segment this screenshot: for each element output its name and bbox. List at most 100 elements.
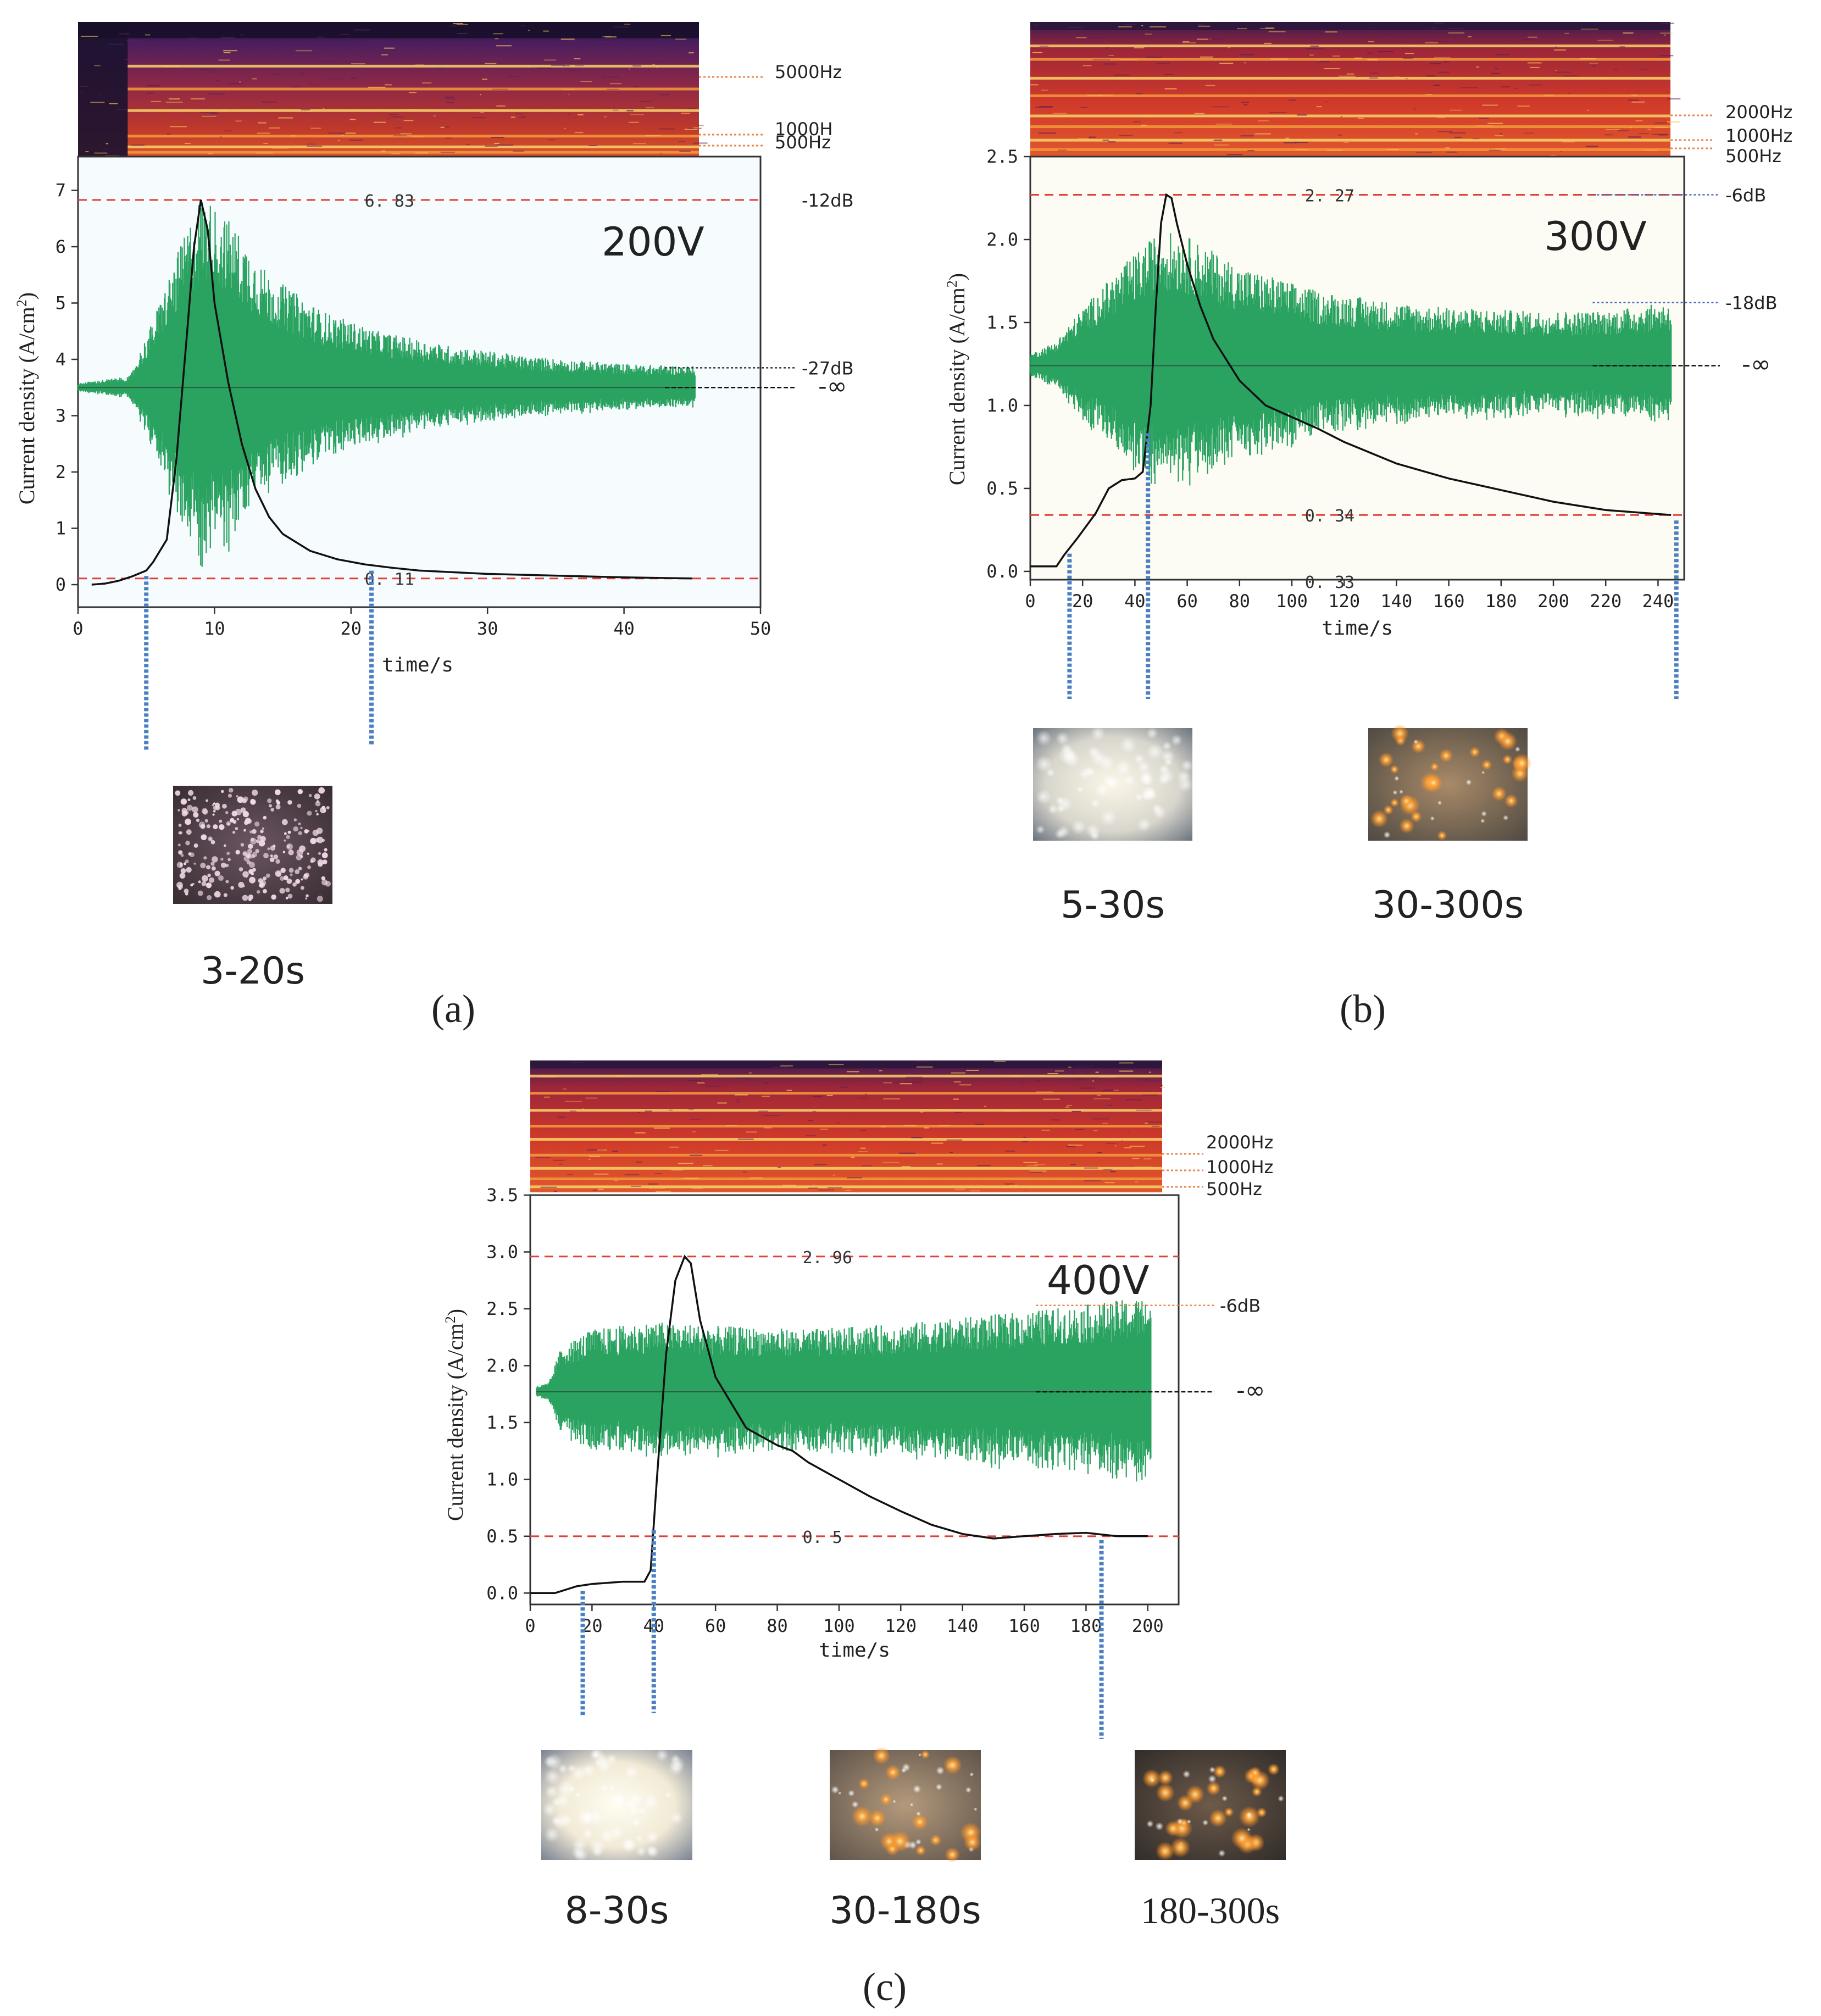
y-tick-label: 3.0: [486, 1241, 518, 1262]
y-tick-label: 0: [55, 574, 66, 595]
x-tick-label: 0: [73, 618, 83, 639]
current-density-curve: [91, 199, 692, 586]
x-tick-label: 200: [1132, 1615, 1164, 1636]
freq-label: 1000Hz: [1206, 1157, 1273, 1178]
x-tick-label: 100: [1276, 591, 1308, 612]
y-tick-label: 2.0: [986, 229, 1018, 250]
y-tick-label: 1: [55, 518, 66, 539]
x-tick-label: 240: [1642, 591, 1674, 612]
svg-text:Current density (A/cm2): Current density (A/cm2): [944, 273, 969, 485]
threshold-value-label: 2. 96: [803, 1248, 852, 1268]
freq-label: 1000H: [775, 119, 833, 140]
x-tick-label: 60: [1176, 591, 1198, 612]
sample-image: [173, 786, 332, 904]
x-tick-label: 140: [1381, 591, 1413, 612]
current-density-curve: [530, 1254, 1148, 1595]
panel-label-b: (b): [1340, 987, 1386, 1031]
y-tick-label: 1.0: [986, 395, 1018, 416]
panel-label-a: (a): [431, 987, 475, 1031]
spectrogram-b: [1030, 22, 1681, 157]
threshold-value-label: 0. 34: [1305, 507, 1354, 526]
db-label: -∞: [818, 372, 847, 400]
voltage-label-a: 200V: [602, 219, 704, 265]
sample-image: [1368, 724, 1532, 841]
freq-label: 500Hz: [1725, 146, 1781, 166]
x-tick-label: 20: [581, 1615, 603, 1636]
extra-value-label: 0. 33: [1305, 573, 1354, 592]
x-axis-label-b: time/s: [1322, 617, 1393, 640]
y-axis-label-a-sup: 2: [14, 299, 30, 307]
db-label: -27dB: [802, 358, 854, 379]
y-axis-label-c-tail: ): [443, 1309, 468, 1316]
x-tick-label: 120: [1328, 591, 1360, 612]
current-density-curve: [1030, 193, 1672, 568]
y-axis-label-a: Current density (A/cm2): [14, 292, 39, 504]
sample-image: [1135, 1750, 1286, 1861]
y-tick-label: 6: [55, 236, 66, 257]
y-axis-label-b-tail: ): [945, 273, 969, 280]
sample-image: [1033, 726, 1193, 841]
x-tick-label: 140: [947, 1615, 979, 1636]
freq-label: 5000Hz: [775, 62, 842, 82]
image-caption: 8-30s: [565, 1889, 669, 1932]
x-tick-label: 20: [1072, 591, 1093, 612]
svg-text:Current density (A/cm2): Current density (A/cm2): [442, 1309, 468, 1521]
freq-label: 500Hz: [1206, 1179, 1262, 1199]
voltage-label-c: 400V: [1047, 1257, 1150, 1303]
image-caption: 30-180s: [829, 1889, 981, 1932]
svg-text:Current density (A/cm2): Current density (A/cm2): [14, 292, 39, 504]
y-tick-label: 2.0: [486, 1355, 518, 1376]
sample-image: [541, 1747, 692, 1862]
x-axis-label-c: time/s: [819, 1639, 890, 1662]
x-tick-label: 180: [1070, 1615, 1102, 1636]
y-tick-label: 0.5: [986, 478, 1018, 499]
x-tick-label: 40: [1124, 591, 1146, 612]
freq-label: 1000Hz: [1725, 125, 1792, 146]
image-caption: 5-30s: [1061, 884, 1165, 927]
x-tick-label: 160: [1433, 591, 1465, 612]
y-tick-label: 4: [55, 349, 66, 370]
y-tick-label: 2.5: [986, 146, 1018, 167]
y-tick-label: 0.0: [486, 1582, 518, 1603]
spectrogram-c: [530, 1060, 1165, 1193]
audio-waveform: [536, 1300, 1152, 1482]
y-axis-label-a-main: Current density (A/cm: [14, 307, 39, 504]
y-tick-label: 1.5: [986, 312, 1018, 333]
db-label: -6dB: [1220, 1296, 1261, 1317]
y-tick-label: 1.0: [486, 1469, 518, 1490]
x-tick-label: 180: [1485, 591, 1517, 612]
db-label: -6dB: [1725, 185, 1766, 206]
x-tick-label: 50: [750, 618, 771, 639]
x-tick-label: 120: [885, 1615, 917, 1636]
x-tick-label: 220: [1590, 591, 1622, 612]
db-label: -12dB: [802, 190, 854, 211]
y-tick-label: 7: [55, 180, 66, 201]
sample-image: [830, 1747, 981, 1863]
y-axis-label-a-tail: ): [14, 292, 39, 299]
y-tick-label: 3: [55, 406, 66, 426]
x-tick-label: 60: [705, 1615, 726, 1636]
image-caption: 3-20s: [201, 949, 305, 993]
x-tick-label: 30: [477, 618, 498, 639]
threshold-value-label: 6. 83: [365, 192, 414, 211]
db-label: -∞: [1742, 350, 1771, 378]
y-axis-label-b: Current density (A/cm2): [944, 273, 969, 485]
x-tick-label: 0: [525, 1615, 535, 1636]
y-axis-label-c-main: Current density (A/cm: [443, 1323, 468, 1521]
x-tick-label: 10: [204, 618, 225, 639]
spectrogram-a: [78, 22, 708, 157]
audio-waveform: [77, 203, 696, 567]
x-tick-label: 80: [1229, 591, 1251, 612]
y-axis-label-b-main: Current density (A/cm: [945, 287, 969, 485]
y-tick-label: 0.5: [486, 1526, 518, 1547]
db-label: -18dB: [1725, 293, 1778, 314]
panel-label-c: (c): [863, 1965, 907, 2009]
